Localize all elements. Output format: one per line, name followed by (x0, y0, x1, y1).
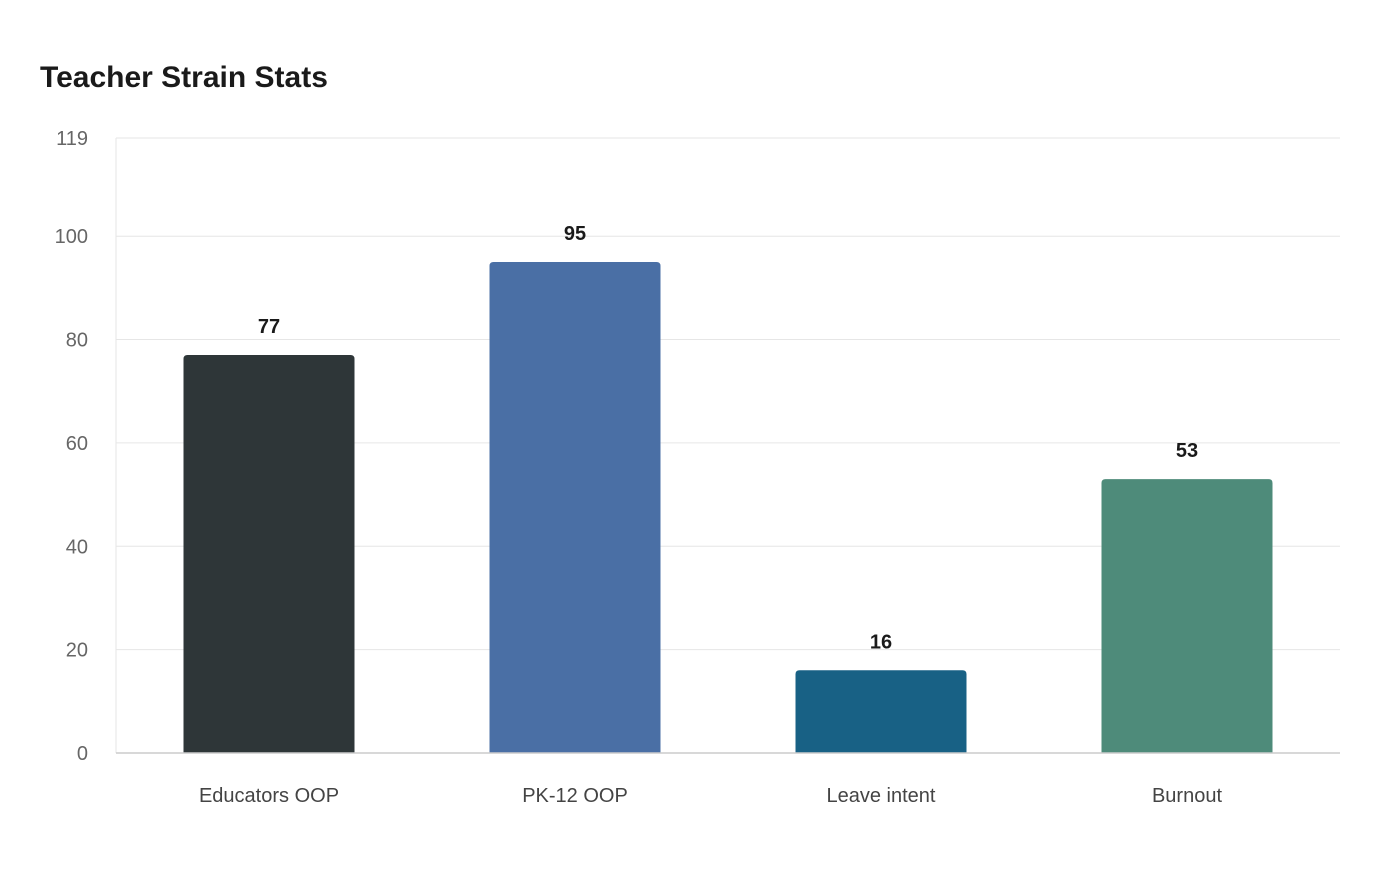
y-tick-label: 20 (66, 640, 88, 662)
y-tick-label: 119 (56, 128, 88, 150)
x-category-label: Leave intent (827, 785, 936, 807)
y-tick-label: 60 (66, 433, 88, 455)
y-tick-label: 100 (55, 226, 88, 248)
data-label: 95 (564, 223, 586, 245)
data-label: 16 (870, 631, 892, 653)
bar-pk-12-oop (489, 262, 661, 753)
x-category-label: PK-12 OOP (522, 785, 628, 807)
axes (115, 138, 1340, 754)
y-tick-label: 40 (66, 536, 88, 558)
bars (183, 262, 1273, 753)
data-label: 53 (1176, 440, 1198, 462)
x-category-label: Burnout (1152, 785, 1222, 807)
bar-burnout (1101, 479, 1273, 753)
x-category-label: Educators OOP (199, 785, 339, 807)
y-axis-ticks: 0 20 40 60 80 100 119 (55, 128, 88, 765)
bar-educators-oop (183, 355, 355, 753)
data-label: 77 (258, 316, 280, 338)
data-labels: 77 95 16 53 (258, 223, 1198, 653)
bar-leave-intent (795, 670, 967, 753)
y-tick-label: 0 (77, 743, 88, 765)
x-axis-categories: Educators OOP PK-12 OOP Leave intent Burnou… (199, 785, 1222, 807)
chart-title: Teacher Strain Stats (40, 61, 328, 94)
y-tick-label: 80 (66, 330, 88, 352)
